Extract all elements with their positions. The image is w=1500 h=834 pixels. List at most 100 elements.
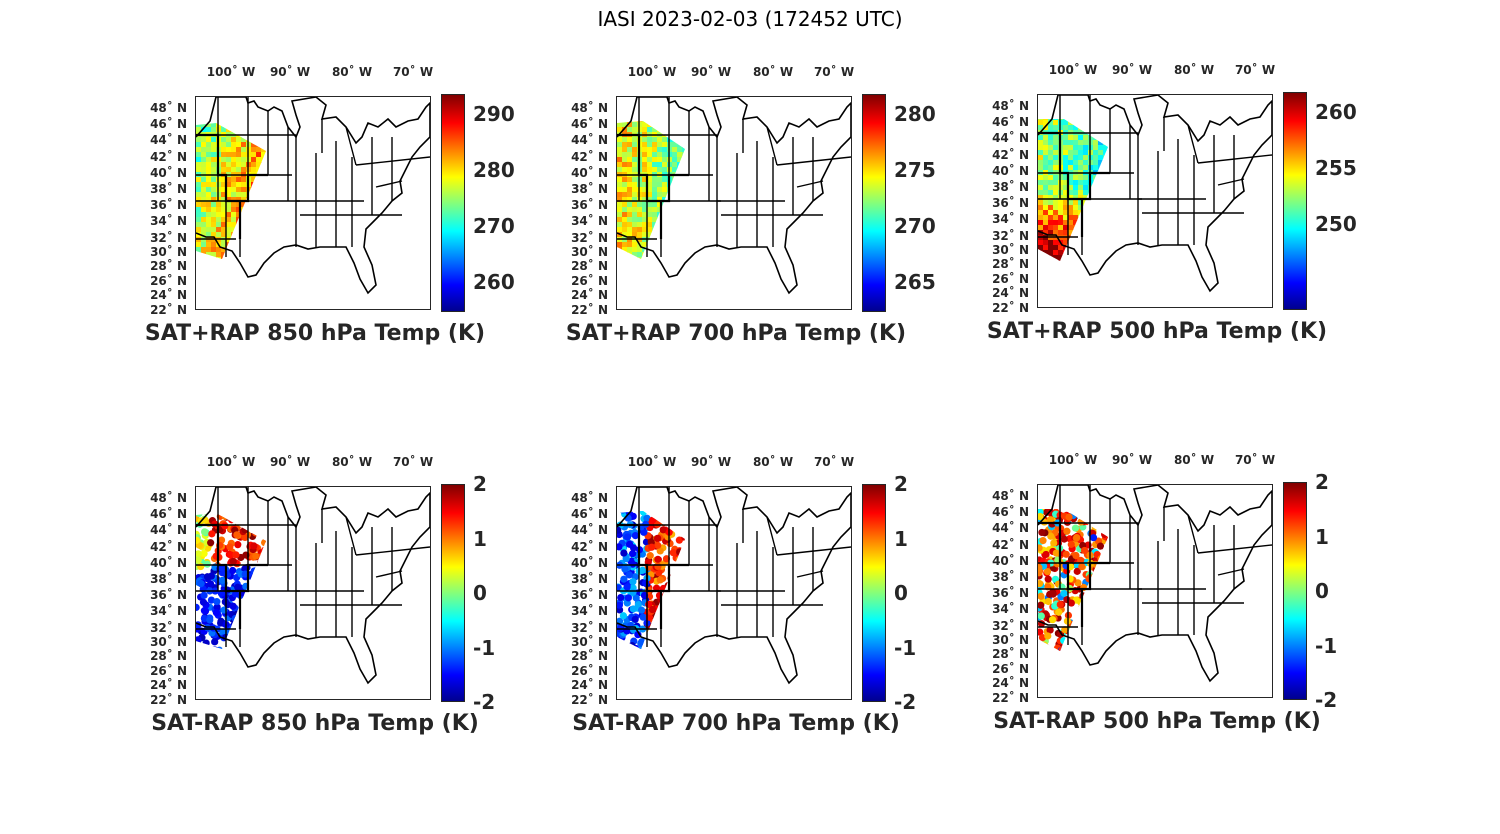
colorbar-tick-label: 260 (473, 270, 515, 294)
latitude-label: 40˚ N (150, 165, 187, 180)
latitude-label: 40˚ N (992, 553, 1029, 568)
state-border (766, 126, 778, 166)
latitude-label: 30˚ N (150, 635, 187, 649)
map-panel-1: 100˚ W 90˚ W 80˚ W 70˚ W 48˚ N 46˚ N 44˚ N 42˚ … (135, 64, 555, 444)
map-panel-4: 100˚ W 90˚ W 80˚ W 70˚ W 48˚ N 46˚ N 44˚ N 42˚ … (135, 454, 555, 834)
longitude-label: 80˚ W (331, 455, 373, 469)
latitude-label: 48˚ N (571, 101, 608, 115)
latitude-label: 22˚ N (992, 690, 1029, 705)
latitude-label: 48˚ N (571, 491, 608, 505)
latitude-label: 24˚ N (150, 288, 187, 303)
map-panel-3: 100˚ W 90˚ W 80˚ W 70˚ W 48˚ N 46˚ N 44˚ N 42˚ … (977, 62, 1397, 442)
us-map-svg (196, 487, 430, 685)
latitude-label: 44˚ N (571, 133, 608, 148)
map-area (195, 96, 431, 310)
latitude-label: 22˚ N (150, 302, 187, 317)
us-map-svg (1038, 95, 1272, 293)
latitude-label: 26˚ N (150, 273, 187, 288)
longitude-label: 80˚ W (1173, 63, 1215, 77)
latitude-label: 32˚ N (992, 618, 1029, 633)
latitude-label: 46˚ N (150, 507, 187, 522)
latitude-label: 24˚ N (571, 678, 608, 693)
region-outline (617, 133, 689, 239)
latitude-label: 44˚ N (150, 133, 187, 148)
colorbar-tick-label: -1 (894, 635, 917, 660)
latitude-label: 42˚ N (992, 147, 1029, 162)
latitude-label: 28˚ N (150, 259, 187, 274)
latitude-label: 40˚ N (571, 165, 608, 180)
latitude-label: 22˚ N (571, 302, 608, 317)
map-area (1037, 94, 1273, 308)
state-border (375, 570, 403, 578)
latitude-label: 34˚ N (150, 604, 187, 619)
state-border (1217, 178, 1245, 186)
state-border (766, 516, 778, 556)
region-outline (1038, 131, 1110, 237)
colorbar-tick-label: 2 (473, 472, 487, 496)
latitude-label: 36˚ N (571, 198, 608, 213)
longitude-label: 70˚ W (1234, 453, 1276, 467)
colorbar-tick-label: 2 (894, 472, 908, 496)
latitude-label: 32˚ N (571, 620, 608, 635)
colorbar-tick-label: 1 (473, 526, 487, 551)
latitude-label: 46˚ N (992, 505, 1029, 520)
latitude-label: 32˚ N (150, 230, 187, 245)
colorbar-tick-label: 0 (894, 581, 908, 605)
latitude-label: 46˚ N (571, 507, 608, 522)
latitude-label: 36˚ N (571, 588, 608, 603)
colorbar-tick-label: 1 (1315, 524, 1329, 549)
longitude-label: 70˚ W (392, 65, 434, 79)
longitude-label: 70˚ W (813, 65, 855, 79)
latitude-label: 24˚ N (150, 678, 187, 693)
latitude-label: 34˚ N (150, 214, 187, 229)
latitude-label: 30˚ N (571, 245, 608, 259)
latitude-label: 42˚ N (992, 537, 1029, 552)
latitude-label: 26˚ N (150, 663, 187, 678)
state-border (1187, 514, 1199, 554)
state-border (345, 516, 357, 556)
us-map-svg (196, 97, 430, 295)
longitude-label: 100˚ W (1048, 453, 1098, 467)
state-border (1197, 154, 1272, 164)
panel-title: SAT-RAP 500 hPa Temp (K) (993, 709, 1321, 734)
latitude-label: 48˚ N (992, 99, 1029, 113)
coastline (196, 487, 430, 685)
latitude-label: 36˚ N (150, 588, 187, 603)
latitude-label: 46˚ N (992, 115, 1029, 130)
state-border (345, 126, 357, 166)
longitude-label: 90˚ W (269, 65, 311, 79)
us-map-svg (617, 97, 851, 295)
colorbar-tick-label: 275 (894, 158, 936, 182)
longitude-label: 70˚ W (392, 455, 434, 469)
latitude-label: 26˚ N (571, 663, 608, 678)
region-outline (1038, 521, 1110, 627)
state-border (796, 570, 824, 578)
map-area (195, 486, 431, 700)
latitude-label: 42˚ N (571, 149, 608, 164)
longitude-label: 90˚ W (1111, 63, 1153, 77)
latitude-label: 48˚ N (150, 491, 187, 505)
latitude-label: 22˚ N (150, 692, 187, 707)
colorbar-tick-label: 280 (894, 102, 936, 126)
latitude-label: 24˚ N (992, 286, 1029, 301)
latitude-label: 30˚ N (992, 633, 1029, 647)
state-border (375, 180, 403, 188)
colorbar-tick-label: 250 (1315, 212, 1357, 236)
latitude-label: 48˚ N (150, 101, 187, 115)
colorbar-tick-label: 2 (1315, 470, 1329, 494)
coastline (196, 97, 430, 295)
state-border (776, 546, 851, 556)
coastline (1038, 95, 1272, 293)
map-panel-5: 100˚ W 90˚ W 80˚ W 70˚ W 48˚ N 46˚ N 44˚ N 42˚ … (556, 454, 976, 834)
coastline (617, 487, 851, 685)
latitude-label: 36˚ N (150, 198, 187, 213)
latitude-label: 28˚ N (150, 649, 187, 664)
latitude-label: 30˚ N (992, 243, 1029, 257)
colorbar-tick-label: -1 (473, 635, 496, 660)
state-border (355, 546, 430, 556)
latitude-label: 38˚ N (571, 572, 608, 586)
longitude-label: 100˚ W (206, 455, 256, 469)
colorbar-tick-label: -2 (894, 690, 917, 714)
colorbar (862, 484, 886, 702)
latitude-label: 40˚ N (992, 163, 1029, 178)
